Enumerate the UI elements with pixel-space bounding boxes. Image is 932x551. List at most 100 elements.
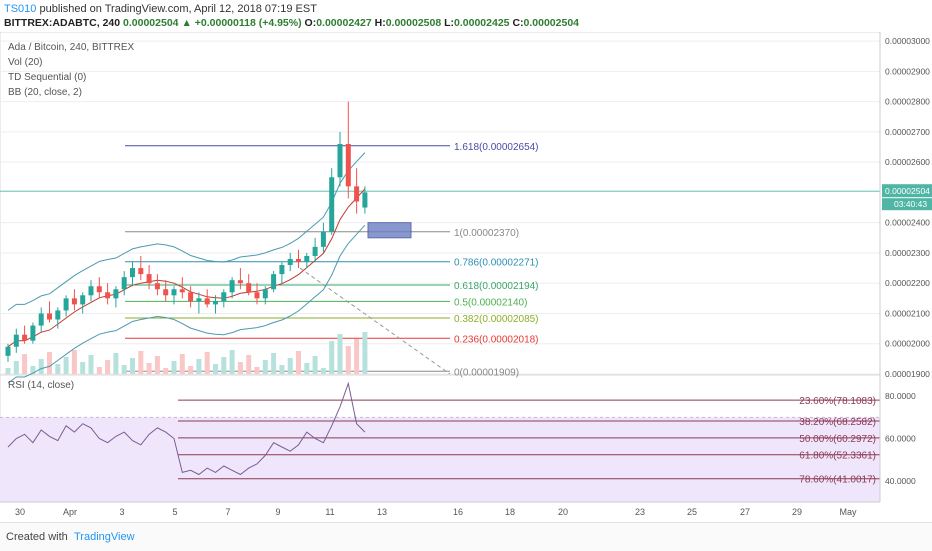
bb-lower xyxy=(7,224,366,384)
volume-bar xyxy=(320,368,326,374)
close-label: C: xyxy=(512,17,524,29)
time-tick-label: 5 xyxy=(172,507,177,517)
volume-bar xyxy=(246,355,252,374)
candle-body xyxy=(47,313,52,320)
rsi-tick-label: 60.0000 xyxy=(885,434,916,444)
volume-bar xyxy=(204,352,210,374)
volume-bar xyxy=(271,353,277,374)
candle-body xyxy=(121,277,127,290)
candle-body xyxy=(22,334,28,341)
volume-bar xyxy=(38,359,44,374)
candle-body xyxy=(80,295,86,305)
candle-body xyxy=(38,313,44,326)
author-name[interactable]: TS010 xyxy=(4,3,37,15)
volume-bars xyxy=(5,332,368,374)
volume-bar xyxy=(130,358,135,374)
legend-pair: Ada / Bitcoin, 240, BITTREX xyxy=(8,42,134,53)
time-tick-label: 25 xyxy=(687,507,697,517)
candle-body xyxy=(204,298,210,305)
volume-bar xyxy=(80,362,86,374)
volume-bar xyxy=(47,352,52,374)
candle-body xyxy=(30,325,36,341)
chart-area[interactable]: 1.618(0.00002654) 1(0.00002370) 0.786(0.00… xyxy=(0,32,932,522)
time-tick-label: 3 xyxy=(119,507,124,517)
fib-label: 1.618(0.00002654) xyxy=(454,142,539,153)
candle-body xyxy=(320,231,326,247)
time-tick-label: 18 xyxy=(505,507,515,517)
fib-label: 1(0.00002370) xyxy=(454,228,519,239)
time-tick-label: 7 xyxy=(225,507,230,517)
volume-bar xyxy=(254,367,260,374)
candle-body xyxy=(146,274,152,284)
tradingview-logo[interactable]: TradingView xyxy=(74,531,135,543)
fib-label: 0.786(0.00002271) xyxy=(454,258,539,269)
candle-body xyxy=(304,255,310,263)
candle-body xyxy=(237,280,243,284)
candle-body xyxy=(88,286,94,296)
candle-body xyxy=(271,274,277,290)
bollinger-bands xyxy=(7,152,366,384)
price-axis-bg xyxy=(880,32,932,522)
candle-body xyxy=(362,192,368,208)
volume-bar xyxy=(71,350,77,374)
candle-body xyxy=(354,186,360,202)
low-label: L: xyxy=(444,17,455,29)
volume-bar xyxy=(188,366,194,374)
price-tick-label: 0.00002200 xyxy=(885,278,930,288)
candle-body xyxy=(287,258,293,266)
candle-body xyxy=(229,280,235,293)
time-tick-label: 20 xyxy=(558,507,568,517)
volume-bar xyxy=(63,357,69,374)
fib-label: 0.236(0.00002018) xyxy=(454,334,539,345)
time-tick-label: Apr xyxy=(63,507,77,517)
candle-body xyxy=(163,289,169,296)
volume-bar xyxy=(213,364,218,374)
fib-label: 0.618(0.00002194) xyxy=(454,281,539,292)
fib-label: 0(0.00001909) xyxy=(454,367,519,378)
price-change: +0.00000118 (+4.95%) xyxy=(194,17,302,29)
volume-bar xyxy=(22,354,28,374)
candle-body xyxy=(154,283,160,290)
low-value: 0.00002425 xyxy=(454,17,510,29)
rsi-fib-label: 61.80%(52.3361) xyxy=(799,451,876,462)
publish-info: TS010 published on TradingView.com, Apri… xyxy=(4,3,317,15)
candle-body xyxy=(279,265,285,275)
candles[interactable] xyxy=(5,101,368,362)
price-tick-label: 0.00002600 xyxy=(885,157,930,167)
legend-bb: BB (20, close, 2) xyxy=(8,87,82,98)
candle-body xyxy=(113,289,119,299)
legend-rsi: RSI (14, close) xyxy=(8,380,74,391)
rsi-fib-label: 50.00%(60.2972) xyxy=(799,434,876,445)
price-tick-label: 0.00002400 xyxy=(885,218,930,228)
candle-body xyxy=(130,268,135,278)
price-tick-label: 0.00001900 xyxy=(885,369,930,379)
rsi-fib-label: 38.20%(68.2582) xyxy=(799,417,876,428)
volume-bar xyxy=(237,362,243,374)
candle-body xyxy=(188,292,194,302)
volume-bar xyxy=(171,361,177,374)
time-axis[interactable]: 30 Apr 3 5 7 9 11 13 16 18 20 23 25 27 29 May xyxy=(0,501,880,517)
created-with-text: Created with xyxy=(6,531,68,543)
candle-body xyxy=(105,292,111,299)
time-tick-label: 9 xyxy=(275,507,280,517)
up-triangle-icon: ▲ xyxy=(181,17,192,29)
volume-bar xyxy=(96,367,102,374)
target-box xyxy=(367,222,412,239)
symbol: BITTREX:ADABTC, 240 xyxy=(4,17,121,29)
open-value: 0.00002427 xyxy=(316,17,372,29)
volume-bar xyxy=(221,357,227,374)
rsi-pane[interactable]: 23.60%(78.1083) 38.20%(68.2582) 50.00%(60.… xyxy=(7,381,880,486)
legend-vol: Vol (20) xyxy=(8,57,42,68)
volume-bar xyxy=(146,363,152,374)
time-tick-label: 23 xyxy=(635,507,645,517)
volume-bar xyxy=(345,346,351,374)
fib-label: 0.382(0.00002085) xyxy=(454,314,539,325)
candle-body xyxy=(262,289,268,299)
fib-levels[interactable]: 1.618(0.00002654) 1(0.00002370) 0.786(0.00… xyxy=(0,142,880,378)
price-axis[interactable]: 0.00003000 0.00002900 0.00002800 0.00002700… xyxy=(879,32,932,522)
time-tick-label: 16 xyxy=(453,507,463,517)
volume-bar xyxy=(105,360,111,374)
time-tick-label: 30 xyxy=(15,507,25,517)
volume-bar xyxy=(179,354,185,374)
candle-body xyxy=(5,346,11,356)
